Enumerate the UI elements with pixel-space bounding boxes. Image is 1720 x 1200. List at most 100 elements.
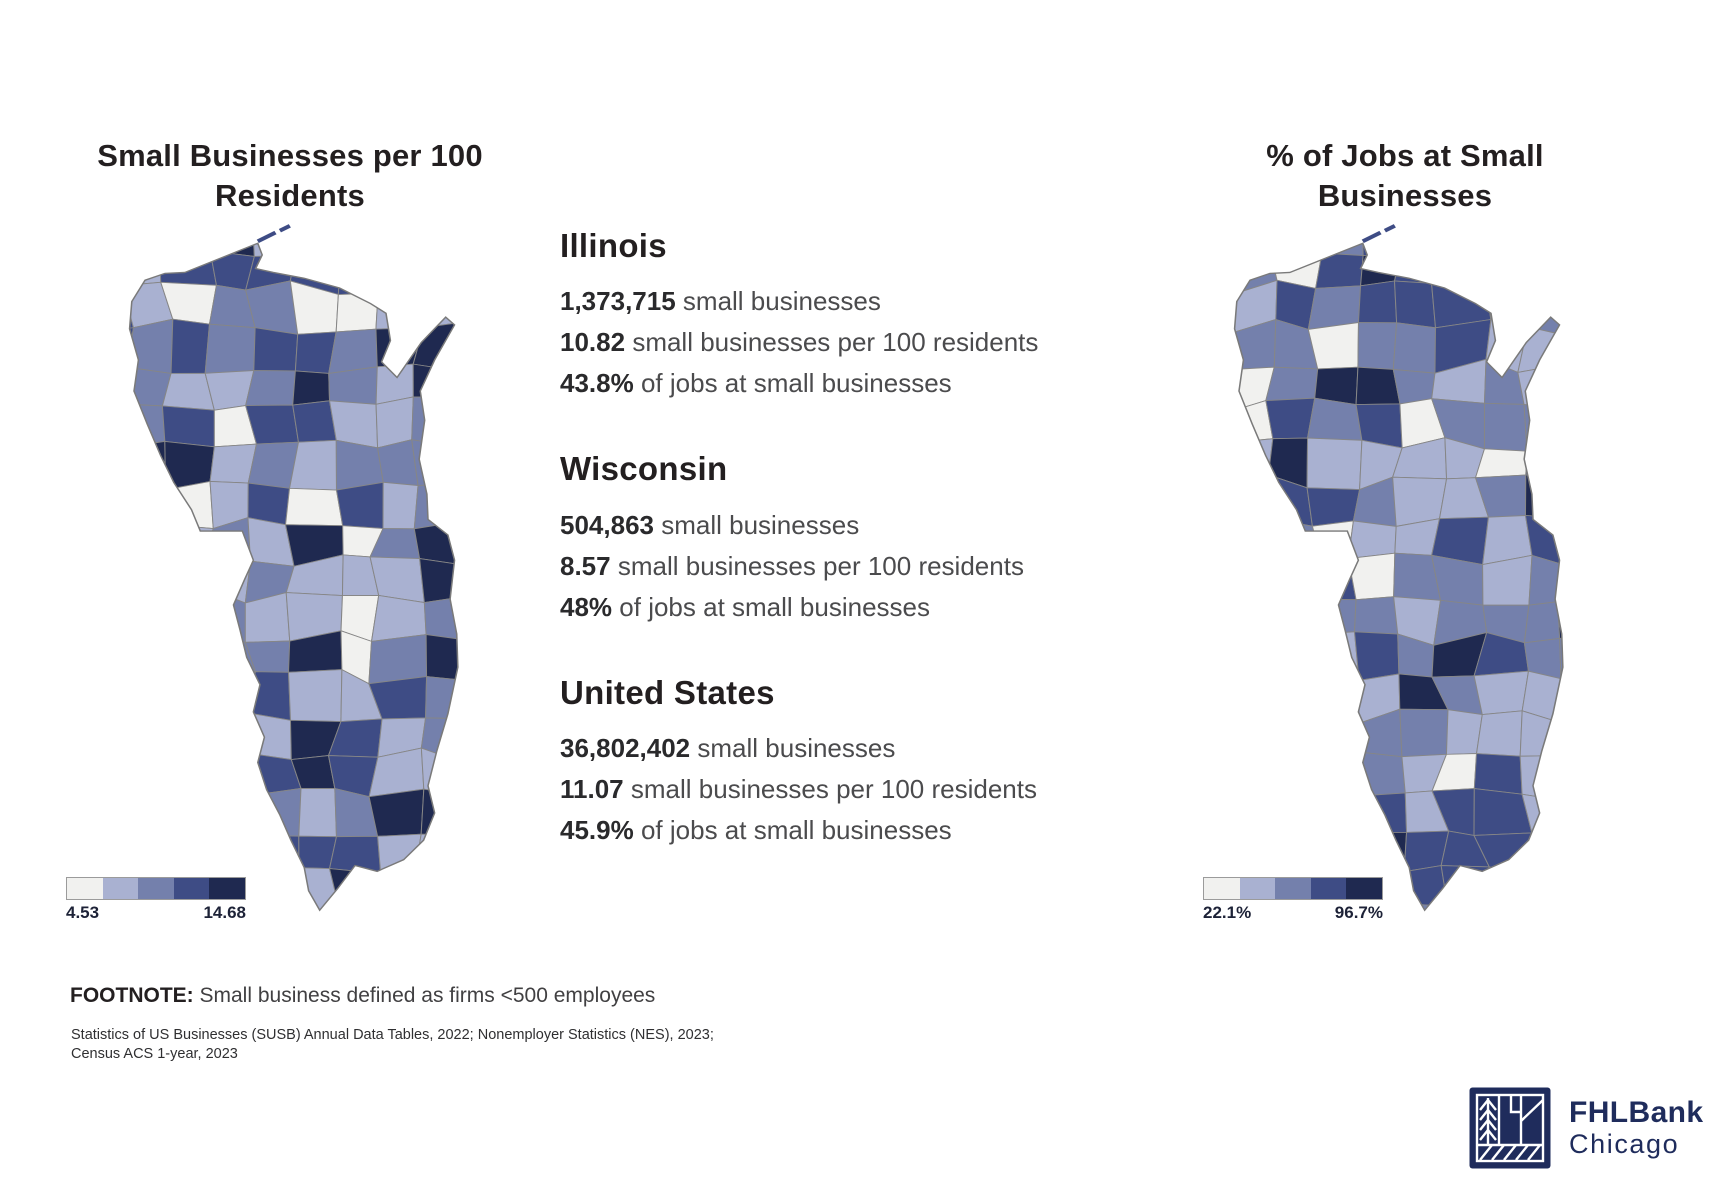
county-cell [1527, 243, 1563, 257]
county-cell [1517, 364, 1561, 411]
county-cell [497, 632, 512, 679]
county-cell [499, 218, 512, 256]
county-cell [129, 243, 135, 254]
stat-value: 43.8% [560, 368, 634, 399]
county-cell [159, 523, 214, 565]
county-cell [1309, 794, 1363, 833]
county-cell [92, 638, 125, 673]
county-cell [370, 594, 427, 642]
county-cell [159, 243, 211, 257]
section-heading: Wisconsin [560, 450, 728, 488]
county-cell [1607, 514, 1617, 565]
county-cell [1234, 518, 1281, 563]
logo-city: Chicago [1569, 1129, 1680, 1159]
county-cell [1614, 792, 1617, 840]
county-cell [1600, 634, 1617, 680]
county-cell [159, 637, 215, 677]
county-cell [1234, 676, 1274, 723]
county-cell [453, 287, 458, 324]
county-cell [380, 864, 422, 909]
county-cell [129, 786, 131, 834]
county-cell [1571, 516, 1616, 567]
legend-swatch [1275, 878, 1311, 899]
county-cell [368, 634, 428, 685]
county-cell [328, 328, 378, 374]
county-cell [92, 829, 129, 873]
county-cell [453, 243, 458, 254]
county-cell [1268, 243, 1323, 254]
county-cell [328, 907, 382, 911]
stat-value: 45.9% [560, 814, 634, 845]
legend-color-scale [1203, 877, 1383, 900]
county-cell [1268, 676, 1312, 723]
county-cell [1559, 754, 1563, 801]
county-cell [129, 669, 169, 718]
county-cell [1613, 758, 1617, 793]
county-cell [292, 370, 331, 406]
source-citation: Statistics of US Businesses (SUSB) Annua… [71, 1027, 714, 1062]
county-cell [1309, 829, 1366, 878]
county-cell [1559, 869, 1563, 911]
county-cell [1478, 248, 1532, 296]
legend-min-label: 4.53 [66, 903, 100, 922]
legend-swatch [67, 878, 103, 899]
stat-line: 10.82 small businesses per 100 residents [560, 322, 1210, 363]
county-cell [1558, 400, 1563, 449]
county-cell [129, 403, 134, 448]
county-cell [1265, 366, 1319, 402]
county-cell [1559, 633, 1563, 681]
county-cell [1605, 218, 1617, 255]
county-cell [1353, 792, 1408, 833]
county-cell [335, 292, 379, 333]
county-cell [496, 398, 512, 450]
county-cell [129, 440, 167, 491]
district-outline [128, 242, 459, 912]
section-heading: United States [560, 673, 775, 711]
county-cell [504, 560, 512, 597]
county-cell [1602, 441, 1617, 481]
county-cell [1353, 596, 1399, 635]
county-cell [415, 864, 458, 910]
county-cell [1306, 487, 1361, 527]
county-cell [421, 287, 458, 329]
county-cell [129, 595, 131, 642]
county-cell [1557, 595, 1563, 639]
county-cell [1559, 792, 1563, 841]
county-cell [1602, 285, 1617, 331]
county-cell [129, 357, 134, 409]
county-cell [129, 285, 135, 335]
county-cell [1267, 437, 1309, 489]
stat-value: 48% [560, 591, 613, 622]
county-cell [370, 243, 423, 295]
county-cell [1600, 330, 1617, 371]
logo-name: FHLBank [1569, 1096, 1704, 1129]
county-cell [1272, 634, 1312, 684]
county-cell [1483, 402, 1528, 452]
county-cell [1306, 397, 1363, 441]
county-cell [92, 670, 125, 721]
county-cell [1474, 917, 1528, 918]
county-cell [1304, 598, 1357, 636]
county-cell [292, 400, 337, 443]
county-cell [495, 908, 512, 919]
county-cell [1306, 558, 1357, 601]
county-cell [1273, 598, 1308, 638]
county-cell [170, 318, 211, 374]
county-cell [201, 832, 257, 873]
county-cell [203, 753, 261, 800]
legend-swatch [209, 878, 245, 899]
county-cell [1558, 446, 1563, 482]
county-cell [1310, 750, 1363, 797]
county-cell [249, 787, 302, 837]
county-cell [129, 556, 175, 607]
county-cell [419, 558, 458, 604]
stat-line: 45.9% of jobs at small businesses [560, 810, 1210, 851]
county-cell [1565, 218, 1617, 255]
apostle-islands [256, 224, 291, 244]
county-cell [1570, 251, 1605, 291]
county-cell [496, 836, 512, 875]
footnote-label: FOOTNOTE: [70, 984, 194, 1007]
county-cell [204, 323, 256, 374]
left-map-legend: 4.53 14.68 [66, 877, 246, 923]
legend-max-label: 14.68 [203, 903, 246, 922]
